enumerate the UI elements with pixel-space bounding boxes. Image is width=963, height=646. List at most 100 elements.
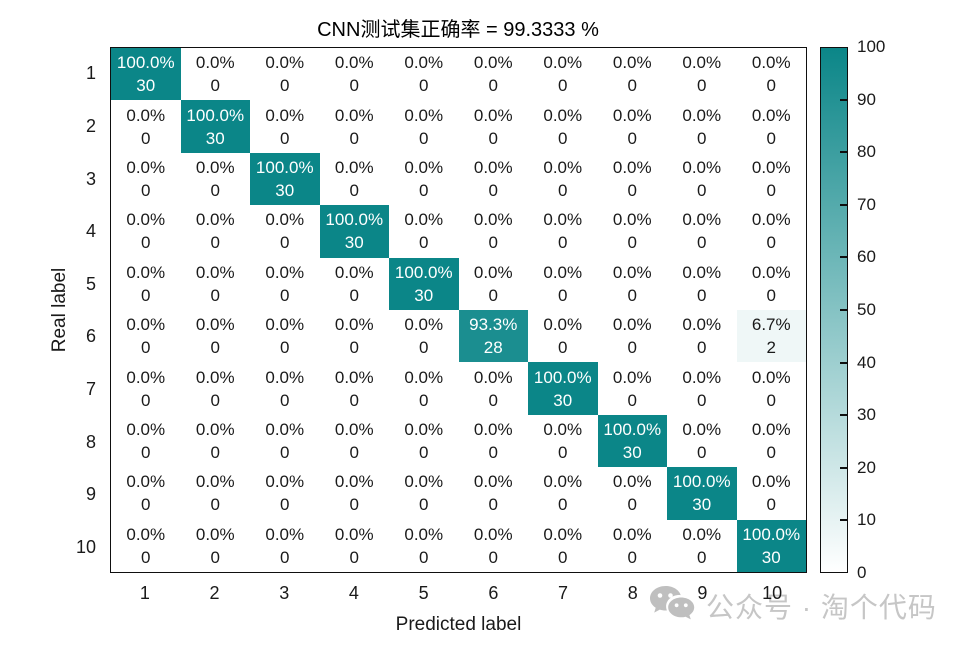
cell-percent: 0.0%: [682, 367, 722, 387]
matrix-cell: 100.0% 30: [180, 100, 250, 153]
colorbar-tick-label: 70: [857, 194, 876, 214]
x-tick-label: 8: [627, 583, 638, 603]
cell-count: 0: [141, 128, 151, 148]
matrix-cell: 0.0% 0: [180, 310, 250, 363]
cell-percent: 100.0%: [742, 524, 801, 544]
cell-percent: 0.0%: [126, 419, 166, 439]
cell-percent: 0.0%: [682, 53, 722, 73]
cell-count: 0: [280, 233, 290, 253]
cell-count: 0: [558, 495, 568, 515]
x-tick-label: 4: [348, 583, 359, 603]
cell-percent: 0.0%: [195, 524, 235, 544]
matrix-cell: 0.0% 0: [319, 152, 389, 206]
cell-count: 0: [210, 285, 220, 305]
cell-count: 30: [692, 495, 712, 515]
matrix-cell: 0.0% 0: [528, 519, 598, 572]
cell-percent: 0.0%: [334, 315, 374, 335]
cell-count: 0: [141, 443, 151, 463]
y-tick-label: 10: [75, 536, 96, 557]
matrix-cell: 0.0% 0: [180, 467, 250, 520]
cell-percent: 0.0%: [265, 472, 305, 492]
cell-percent: 0.0%: [126, 210, 166, 230]
cell-count: 0: [419, 76, 429, 96]
cell-count: 0: [488, 495, 498, 515]
cell-count: 0: [766, 233, 776, 253]
x-tick-label: 10: [762, 583, 783, 603]
cell-count: 0: [210, 547, 220, 567]
matrix-cell: 100.0% 30: [736, 519, 806, 572]
cell-percent: 0.0%: [404, 53, 444, 73]
cell-percent: 0.0%: [751, 472, 791, 492]
cell-percent: 0.0%: [682, 157, 722, 177]
cell-count: 0: [627, 128, 637, 148]
cell-count: 30: [344, 233, 364, 253]
cell-count: 0: [141, 495, 151, 515]
cell-percent: 100.0%: [186, 105, 245, 125]
x-tick-label: 9: [697, 583, 708, 603]
colorbar-tick-mark: [840, 98, 848, 101]
cell-percent: 0.0%: [195, 367, 235, 387]
matrix-cell: 0.0% 0: [528, 205, 598, 258]
matrix-cell: 0.0% 0: [597, 310, 667, 363]
y-tick-label: 3: [85, 168, 96, 189]
matrix-cell: 0.0% 0: [597, 362, 667, 415]
colorbar-tick-mark: [840, 309, 848, 311]
matrix-cell: 0.0% 0: [528, 257, 598, 310]
cell-count: 0: [141, 233, 151, 253]
cell-count: 0: [627, 338, 637, 358]
matrix-cell: 0.0% 0: [528, 100, 598, 153]
cell-count: 0: [558, 285, 568, 305]
matrix-cell: 0.0% 0: [667, 205, 737, 258]
cell-count: 0: [488, 443, 498, 463]
cell-count: 0: [349, 495, 359, 515]
matrix-cell: 0.0% 0: [736, 205, 806, 258]
cell-count: 0: [280, 390, 290, 410]
cell-percent: 100.0%: [533, 367, 592, 387]
cell-percent: 0.0%: [473, 210, 513, 230]
matrix-cell: 100.0% 30: [111, 48, 181, 101]
cell-percent: 0.0%: [473, 105, 513, 125]
cell-percent: 0.0%: [265, 367, 305, 387]
cell-percent: 0.0%: [543, 210, 583, 230]
cell-percent: 0.0%: [195, 315, 235, 335]
cell-percent: 0.0%: [543, 105, 583, 125]
cell-count: 0: [210, 495, 220, 515]
matrix-cell: 0.0% 0: [528, 310, 598, 363]
matrix-cell: 0.0% 0: [250, 205, 320, 258]
cell-count: 0: [349, 285, 359, 305]
matrix-cell: 0.0% 0: [597, 467, 667, 520]
cell-count: 30: [275, 181, 295, 201]
matrix-cell: 0.0% 0: [250, 310, 320, 363]
matrix-cell: 0.0% 0: [458, 414, 528, 468]
matrix-cell: 0.0% 0: [597, 519, 667, 572]
matrix-cell: 0.0% 0: [667, 414, 737, 468]
cell-percent: 0.0%: [473, 262, 513, 282]
cell-percent: 100.0%: [603, 419, 662, 439]
cell-percent: 0.0%: [612, 472, 652, 492]
matrix-cell: 0.0% 0: [250, 519, 320, 572]
cell-percent: 0.0%: [334, 367, 374, 387]
matrix-cell: 0.0% 0: [597, 257, 667, 310]
matrix-cell: 100.0% 30: [389, 257, 459, 310]
cell-percent: 0.0%: [195, 472, 235, 492]
cell-percent: 0.0%: [126, 315, 166, 335]
cell-count: 0: [488, 76, 498, 96]
matrix-cell: 0.0% 0: [319, 519, 389, 572]
matrix-cell: 0.0% 0: [250, 414, 320, 468]
cell-percent: 100.0%: [255, 157, 314, 177]
matrix-cell: 0.0% 0: [458, 100, 528, 153]
cell-count: 30: [414, 285, 434, 305]
colorbar-tick-mark: [840, 256, 848, 259]
matrix-cell: 0.0% 0: [389, 414, 459, 468]
matrix-cell: 0.0% 0: [250, 100, 320, 153]
matrix-cell: 0.0% 0: [736, 100, 806, 153]
cell-percent: 0.0%: [334, 262, 374, 282]
cell-count: 0: [488, 390, 498, 410]
cell-count: 0: [558, 547, 568, 567]
cell-percent: 0.0%: [404, 210, 444, 230]
cell-count: 0: [558, 233, 568, 253]
matrix-cell: 0.0% 0: [111, 310, 181, 363]
cell-percent: 0.0%: [473, 419, 513, 439]
matrix-cell: 0.0% 0: [111, 257, 181, 310]
matrix-cell: 0.0% 0: [597, 48, 667, 101]
